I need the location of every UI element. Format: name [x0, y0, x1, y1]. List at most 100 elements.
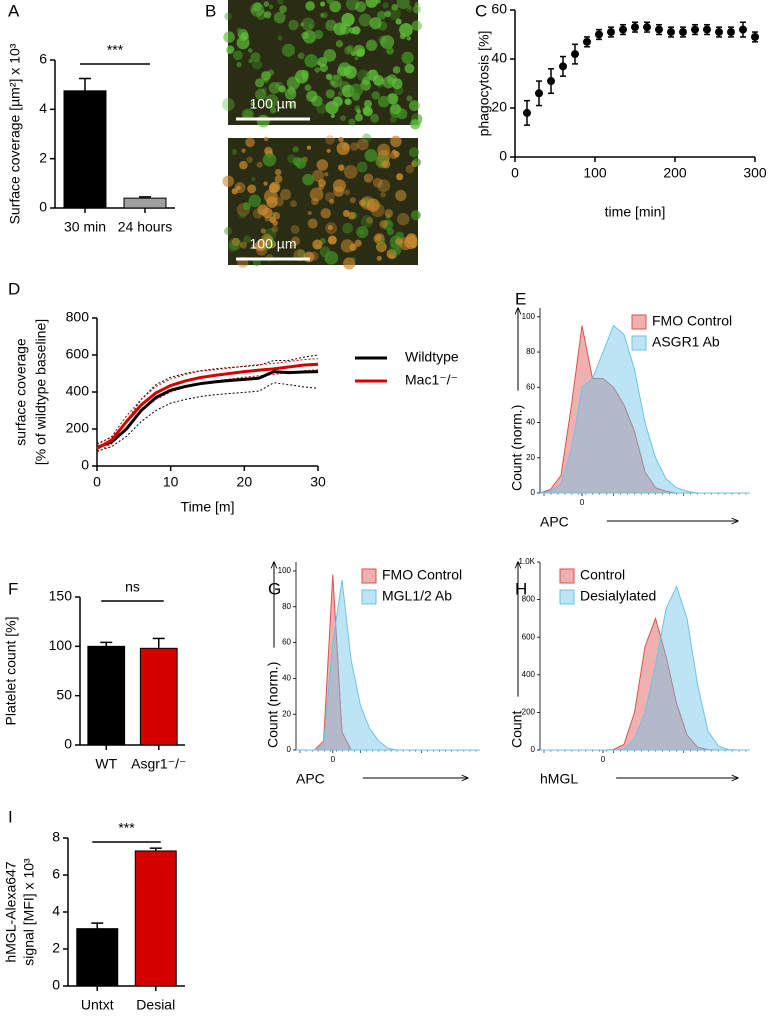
cell — [376, 10, 386, 20]
cell — [375, 0, 381, 4]
cell — [260, 228, 267, 234]
cell — [242, 202, 251, 211]
cell — [308, 24, 313, 29]
cell — [342, 222, 354, 234]
cell — [319, 12, 325, 18]
cell — [401, 51, 414, 64]
cell — [329, 0, 342, 13]
y-axis-label: Count — [509, 711, 525, 748]
cell — [326, 148, 331, 153]
cell — [354, 239, 362, 247]
cell — [305, 1, 316, 11]
cell — [391, 3, 399, 11]
cell — [392, 66, 401, 74]
y-tick-label: 0 — [39, 199, 47, 215]
data-point — [667, 28, 675, 37]
cell — [316, 61, 321, 66]
cell — [280, 189, 292, 201]
y-axis-label: Count (norm.) — [265, 662, 281, 748]
panel-label: D — [8, 279, 20, 298]
cell — [365, 0, 378, 8]
cell — [304, 54, 319, 68]
cell — [343, 164, 358, 179]
data-point — [583, 37, 591, 46]
cell — [382, 2, 389, 9]
data-point — [715, 28, 723, 37]
panel-label: B — [205, 1, 216, 20]
y-tick-label: 40 — [282, 673, 291, 682]
bar — [87, 645, 126, 746]
sd-band-line — [96, 354, 319, 445]
scale-bar-label: 100 µm — [250, 96, 297, 112]
cell — [395, 18, 402, 25]
cell — [234, 182, 246, 194]
cell — [277, 0, 284, 5]
x-tick-label: 0 — [331, 755, 336, 764]
legend-label: Control — [580, 567, 625, 583]
cell — [356, 161, 368, 173]
cell — [278, 85, 286, 93]
cell — [344, 189, 350, 196]
cell — [341, 12, 355, 27]
cell — [360, 215, 374, 228]
cell — [262, 152, 277, 167]
significance-label: ns — [125, 579, 140, 595]
cell — [273, 11, 286, 24]
cell — [281, 43, 296, 57]
cell — [386, 47, 394, 55]
cell — [302, 173, 314, 186]
bar — [76, 928, 119, 987]
x-axis-label: time [min] — [605, 204, 666, 220]
y-tick-label: 100 — [522, 312, 536, 321]
bar — [134, 850, 177, 987]
legend-label: Desialylated — [580, 588, 656, 604]
cell — [326, 0, 334, 5]
cell — [325, 89, 335, 99]
cell — [382, 76, 395, 89]
cell — [228, 242, 238, 252]
cell — [319, 246, 331, 258]
y-axis-label: hMGL-Alexa647 — [3, 861, 19, 962]
cell — [221, 98, 235, 111]
cell — [325, 73, 333, 80]
legend-label: FMO Control — [382, 567, 462, 583]
cell — [268, 4, 274, 10]
legend-swatch — [631, 335, 647, 351]
cell — [320, 208, 331, 219]
cell — [236, 27, 243, 34]
data-point — [691, 25, 699, 34]
y-tick-label: 6 — [39, 51, 47, 67]
x-tick-label: Untxt — [81, 997, 114, 1013]
cell — [411, 20, 422, 31]
cell — [274, 175, 283, 183]
cell — [248, 48, 253, 53]
cell — [346, 44, 355, 53]
cell — [376, 255, 382, 261]
cell — [325, 101, 339, 115]
cell — [231, 149, 238, 155]
cell — [284, 88, 297, 100]
data-point — [595, 30, 603, 39]
cell — [239, 160, 248, 170]
cell — [389, 116, 397, 123]
cell — [222, 175, 235, 188]
cell — [395, 238, 403, 245]
cell — [306, 90, 318, 103]
y-axis-label: surface coverage — [13, 338, 29, 446]
cell — [252, 59, 263, 70]
y-tick-label: 200 — [522, 708, 536, 717]
cell — [312, 169, 324, 182]
cell — [338, 136, 344, 143]
cell — [274, 168, 282, 176]
y-tick-label: 80 — [282, 602, 291, 611]
cell — [330, 80, 336, 86]
y-tick-label: 8 — [52, 829, 60, 845]
cell — [349, 197, 356, 204]
sd-band-line — [96, 358, 319, 446]
y-tick-label: 400 — [522, 670, 536, 679]
x-axis-label: hMGL — [540, 771, 578, 787]
y-tick-label: 80 — [526, 347, 535, 356]
cell — [279, 5, 287, 13]
legend-swatch — [631, 314, 647, 330]
